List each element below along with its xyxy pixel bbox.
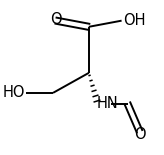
Text: HO: HO [2, 85, 25, 100]
Text: O: O [134, 127, 145, 142]
Text: OH: OH [123, 13, 146, 28]
Text: HN: HN [96, 96, 118, 111]
Text: O: O [50, 12, 62, 27]
